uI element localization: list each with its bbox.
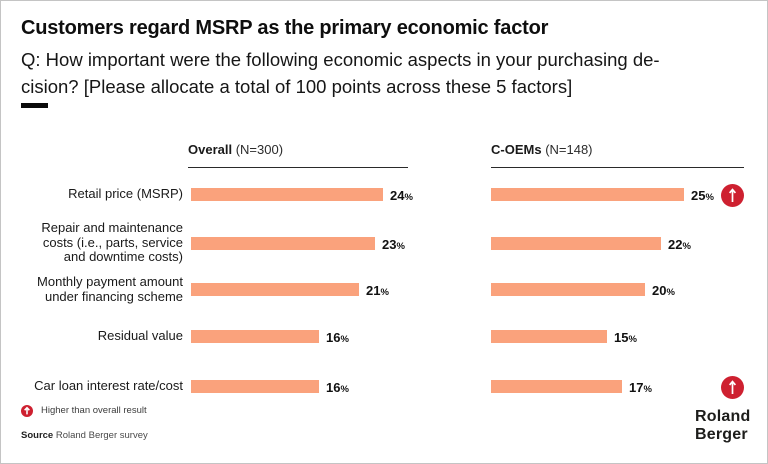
logo-line: Berger bbox=[695, 425, 748, 443]
row-label: Retail price (MSRP) bbox=[68, 186, 183, 201]
column-header-bold: Overall bbox=[188, 142, 233, 157]
bar-coems bbox=[491, 237, 661, 250]
column-underline bbox=[188, 167, 408, 168]
roland-berger-logo: Roland Berger bbox=[695, 408, 750, 443]
bar-overall bbox=[191, 283, 359, 296]
column-header-n: (N=300) bbox=[235, 142, 284, 157]
bar-coems bbox=[491, 188, 684, 201]
column-header-overall: Overall (N=300) bbox=[188, 142, 283, 157]
legend-label: Higher than overall result bbox=[41, 404, 147, 416]
subtitle-line: cision? [Please allocate a total of 100 … bbox=[21, 76, 573, 97]
bar-coems bbox=[491, 330, 607, 343]
title-dash bbox=[21, 103, 48, 108]
logo-line: Roland bbox=[695, 408, 751, 425]
bar-overall bbox=[191, 188, 383, 201]
higher-than-overall-icon bbox=[720, 183, 744, 207]
value-label: 24% bbox=[390, 188, 413, 203]
page-title: Customers regard MSRP as the primary eco… bbox=[21, 17, 549, 39]
column-underline bbox=[491, 167, 744, 168]
source-label: Source bbox=[21, 430, 54, 441]
column-header-bold: C-OEMs bbox=[491, 142, 542, 157]
row-label: Monthly payment amount under financing sc… bbox=[37, 274, 183, 304]
bar-coems bbox=[491, 283, 645, 296]
legend: Higher than overall result bbox=[21, 404, 147, 417]
bar-coems bbox=[491, 380, 622, 393]
value-label: 16% bbox=[326, 380, 349, 395]
value-label: 15% bbox=[614, 330, 637, 345]
column-header-n: (N=148) bbox=[545, 142, 593, 157]
up-arrow-circle-icon bbox=[21, 404, 33, 417]
source-text: Roland Berger survey bbox=[55, 430, 148, 441]
value-label: 23% bbox=[382, 237, 405, 252]
value-label: 22% bbox=[668, 237, 691, 252]
higher-than-overall-icon bbox=[720, 375, 744, 399]
row-label: Residual value bbox=[97, 328, 183, 343]
bar-overall bbox=[191, 380, 319, 393]
value-label: 21% bbox=[366, 283, 389, 298]
subtitle-line: Q: How important were the following econ… bbox=[21, 49, 660, 70]
value-label: 16% bbox=[326, 330, 349, 345]
source-note: Source Roland Berger survey bbox=[21, 430, 148, 441]
value-label: 20% bbox=[652, 283, 675, 298]
value-label: 25% bbox=[691, 188, 714, 203]
row-label: Car loan interest rate/cost bbox=[34, 378, 183, 393]
value-label: 17% bbox=[629, 380, 652, 395]
column-header-coems: C-OEMs (N=148) bbox=[491, 142, 593, 157]
bar-overall bbox=[191, 237, 375, 250]
bar-overall bbox=[191, 330, 319, 343]
row-label: Repair and maintenance costs (i.e., parts… bbox=[41, 220, 183, 264]
